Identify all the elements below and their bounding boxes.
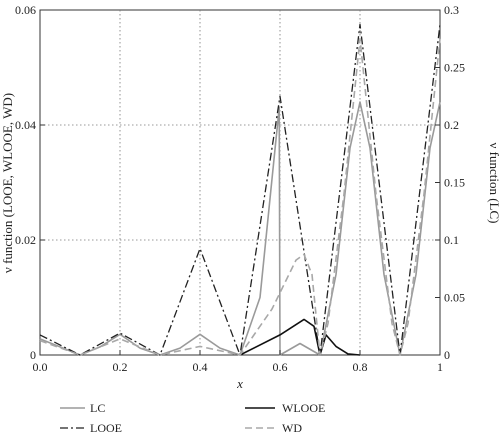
left-y-axis-ticks: 0 0.02 0.04 0.06 <box>15 3 45 362</box>
right-y-tick-label-6: 0.3 <box>444 3 459 17</box>
right-y-tick-label-0: 0 <box>444 348 450 362</box>
left-y-tick-label-1: 0.02 <box>15 233 36 247</box>
x-tick-label-1: 0.2 <box>113 360 128 374</box>
legend-label-wlooe: WLOOE <box>282 401 325 415</box>
right-y-tick-label-5: 0.25 <box>444 61 465 75</box>
series-line-wd <box>39 38 441 356</box>
x-axis-ticks: 0.0 0.2 0.4 0.6 0.8 1 <box>33 350 443 374</box>
left-y-tick-label-2: 0.04 <box>15 118 36 132</box>
legend-label-looe: LOOE <box>90 421 122 435</box>
legend: LC LOOE WLOOE WD <box>60 401 325 435</box>
series-line-wlooe <box>239 318 361 356</box>
right-y-tick-label-3: 0.15 <box>444 176 465 190</box>
right-y-tick-label-2: 0.1 <box>444 233 459 247</box>
x-tick-label-3: 0.6 <box>273 360 288 374</box>
x-tick-label-0: 0.0 <box>33 360 48 374</box>
series-layer <box>39 23 441 356</box>
right-y-axis-ticks: 0 0.05 0.1 0.15 0.2 0.25 0.3 <box>435 3 465 362</box>
series-line-lc <box>39 101 441 356</box>
series-line-looe <box>39 23 441 356</box>
grid-lines <box>40 10 440 355</box>
left-y-tick-label-0: 0 <box>30 348 36 362</box>
right-y-axis-title: ν function (LC) <box>487 143 500 224</box>
legend-label-lc: LC <box>90 401 105 415</box>
left-y-axis-title: ν function (LOOE, WLOOE, WD) <box>0 93 15 273</box>
x-tick-label-4: 0.8 <box>353 360 368 374</box>
left-y-tick-label-3: 0.06 <box>15 3 36 17</box>
x-tick-label-5: 1 <box>437 360 443 374</box>
legend-label-wd: WD <box>282 421 302 435</box>
right-y-tick-label-4: 0.2 <box>444 118 459 132</box>
x-axis-title: x <box>236 376 243 391</box>
x-tick-label-2: 0.4 <box>193 360 208 374</box>
plot-frame <box>39 9 441 356</box>
right-y-tick-label-1: 0.05 <box>444 291 465 305</box>
